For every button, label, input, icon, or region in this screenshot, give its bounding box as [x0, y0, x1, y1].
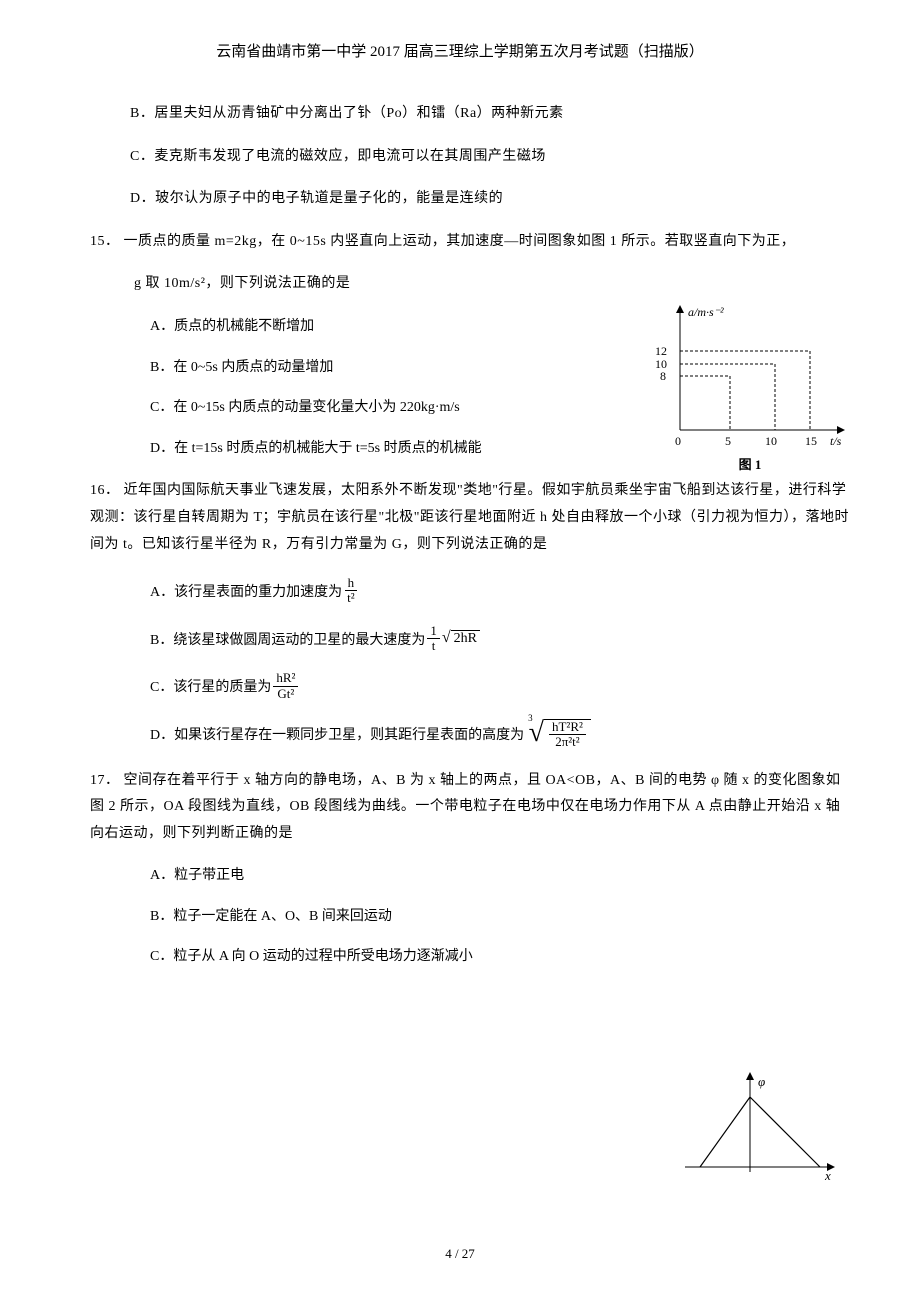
q16-c-pre: C．该行星的质量为: [150, 676, 271, 696]
q17-stem: 17． 空间存在着平行于 x 轴方向的静电场，A、B 为 x 轴上的两点，且 O…: [90, 768, 850, 848]
fraction: 1 t: [427, 624, 440, 654]
fig1-svg: 12 10 8 0 5 10 15 t/s a/m·s⁻²: [650, 300, 850, 450]
den: Gt²: [274, 687, 297, 701]
pre-option-b: B．居里夫妇从沥青铀矿中分离出了钋（Po）和镭（Ra）两种新元素: [130, 101, 850, 128]
num: h: [345, 576, 358, 591]
radicand: 2hR: [451, 630, 480, 648]
fig1-caption: 图 1: [650, 454, 850, 473]
q15-number: 15．: [90, 234, 120, 249]
q17-text: 空间存在着平行于 x 轴方向的静电场，A、B 为 x 轴上的两点，且 OA<OB…: [90, 773, 841, 841]
num: hR²: [273, 671, 298, 686]
svg-text:10: 10: [765, 434, 777, 448]
cube-root: 3 √ hT²R² 2π²t²: [524, 719, 591, 750]
svg-text:a/m·s⁻²: a/m·s⁻²: [688, 305, 724, 319]
fraction: hR² Gt²: [273, 671, 298, 701]
q15-text1: 一质点的质量 m=2kg，在 0~15s 内竖直向上运动，其加速度—时间图象如图…: [124, 234, 796, 249]
q16-opt-c: C．该行星的质量为 hR² Gt²: [150, 671, 850, 701]
q16-text: 近年国内国际航天事业飞速发展，太阳系外不断发现"类地"行星。假如宇航员乘坐宇宙飞…: [90, 483, 849, 551]
den: t: [429, 639, 439, 653]
q15-text2: g 取 10m/s²，则下列说法正确的是: [134, 271, 850, 298]
fraction: h t²: [344, 576, 358, 606]
num: 1: [427, 624, 440, 639]
q17-number: 17．: [90, 773, 120, 788]
svg-text:x: x: [824, 1168, 831, 1182]
q15-stem: 15． 一质点的质量 m=2kg，在 0~15s 内竖直向上运动，其加速度—时间…: [90, 229, 850, 256]
sqrt: √ 2hR: [442, 630, 480, 648]
den: t²: [344, 591, 358, 605]
exam-page: 云南省曲靖市第一中学 2017 届高三理综上学期第五次月考试题（扫描版） B．居…: [0, 0, 920, 1302]
svg-text:t/s: t/s: [830, 434, 842, 448]
radical-icon: √: [529, 719, 544, 747]
pre-option-d: D．玻尔认为原子中的电子轨道是量子化的，能量是连续的: [130, 186, 850, 213]
num: hT²R²: [549, 720, 586, 735]
q17-opt-a: A．粒子带正电: [150, 863, 850, 890]
q16-number: 16．: [90, 483, 120, 498]
q17-opt-b: B．粒子一定能在 A、O、B 间来回运动: [150, 904, 850, 931]
radicand: hT²R² 2π²t²: [544, 719, 591, 750]
svg-text:12: 12: [655, 344, 667, 358]
q16-b-pre: B．绕该星球做圆周运动的卫星的最大速度为: [150, 629, 425, 649]
svg-text:0: 0: [675, 434, 681, 448]
den: 2π²t²: [552, 735, 582, 749]
q16-d-pre: D．如果该行星存在一颗同步卫星，则其距行星表面的高度为: [150, 724, 524, 744]
fig2-svg: φ x: [680, 1072, 840, 1182]
pre-option-c: C．麦克斯韦发现了电流的磁效应，即电流可以在其周围产生磁场: [130, 144, 850, 171]
q16-a-pre: A．该行星表面的重力加速度为: [150, 581, 342, 601]
q17-opt-c: C．粒子从 A 向 O 运动的过程中所受电场力逐渐减小: [150, 944, 850, 971]
root-index: 3: [528, 713, 533, 723]
figure-1: 12 10 8 0 5 10 15 t/s a/m·s⁻² 图 1: [650, 300, 850, 470]
svg-text:5: 5: [725, 434, 731, 448]
q16-opt-b: B．绕该星球做圆周运动的卫星的最大速度为 1 t √ 2hR: [150, 624, 850, 654]
page-header: 云南省曲靖市第一中学 2017 届高三理综上学期第五次月考试题（扫描版）: [70, 40, 850, 61]
q16-opt-a: A．该行星表面的重力加速度为 h t²: [150, 576, 850, 606]
radical-icon: √: [442, 630, 451, 646]
q16-opt-d: D．如果该行星存在一颗同步卫星，则其距行星表面的高度为 3 √ hT²R² 2π…: [150, 719, 850, 750]
svg-text:8: 8: [660, 369, 666, 383]
page-footer: 4 / 27: [0, 1246, 920, 1262]
svg-text:φ: φ: [758, 1074, 765, 1089]
fraction: hT²R² 2π²t²: [549, 720, 586, 750]
q16-stem: 16． 近年国内国际航天事业飞速发展，太阳系外不断发现"类地"行星。假如宇航员乘…: [90, 478, 850, 558]
svg-text:15: 15: [805, 434, 817, 448]
figure-2: φ x: [680, 1072, 840, 1182]
